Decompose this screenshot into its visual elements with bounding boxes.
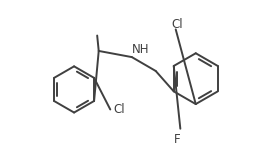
Text: NH: NH — [132, 43, 149, 55]
Text: F: F — [174, 133, 180, 146]
Text: Cl: Cl — [113, 103, 125, 116]
Text: Cl: Cl — [171, 18, 183, 31]
